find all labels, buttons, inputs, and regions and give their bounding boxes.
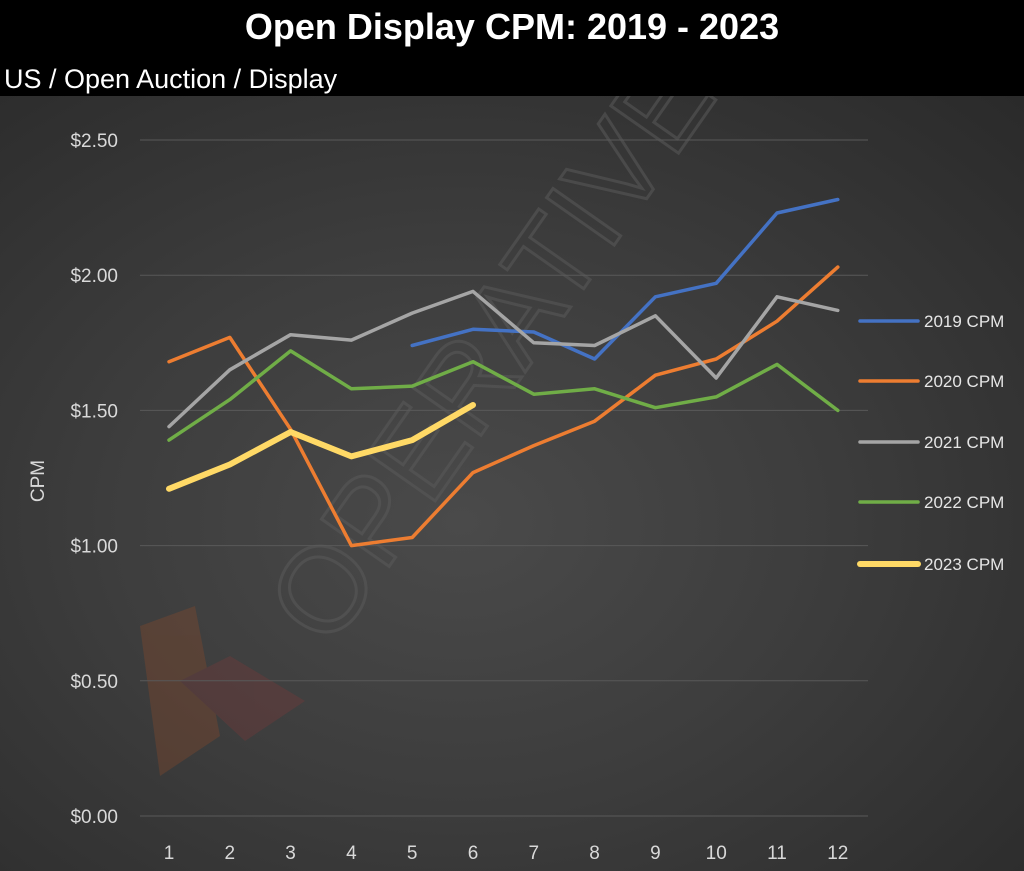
- chart-title: Open Display CPM: 2019 - 2023: [244, 6, 780, 47]
- x-tick-label: 7: [529, 843, 540, 864]
- logo-watermark-icon: [140, 606, 305, 776]
- legend-label: 2021 CPM: [924, 433, 1004, 452]
- legend-label: 2020 CPM: [924, 372, 1004, 391]
- series-line: [166, 402, 476, 492]
- x-tick-label: 9: [650, 843, 661, 864]
- gridlines: [140, 139, 868, 817]
- series-line: [167, 265, 840, 548]
- x-tick-label: 6: [468, 843, 479, 864]
- x-tick-label: 5: [407, 843, 418, 864]
- x-tick-label: 11: [767, 843, 787, 864]
- series-line: [167, 289, 840, 429]
- x-tick-label: 2: [225, 843, 236, 864]
- legend-label: 2019 CPM: [924, 312, 1004, 331]
- y-tick-label: $0.00: [70, 807, 118, 828]
- legend-label: 2023 CPM: [924, 555, 1004, 574]
- chart-subtitle: US / Open Auction / Display: [4, 64, 338, 94]
- y-axis: $0.00 $0.50 $1.00 $1.50 $2.00 $2.50: [70, 131, 118, 828]
- watermark-text: OPERATIVE: [242, 96, 741, 666]
- y-tick-label: $1.00: [70, 537, 118, 558]
- y-axis-title: CPM: [28, 460, 49, 502]
- series-line: [167, 349, 840, 442]
- y-tick-label: $1.50: [70, 401, 118, 422]
- y-tick-label: $2.50: [70, 131, 118, 152]
- x-tick-label: 4: [346, 843, 357, 864]
- x-tick-label: 1: [164, 843, 175, 864]
- x-axis: 1 2 3 4 5 6 7 8 9 10 11 12: [164, 843, 849, 864]
- x-tick-label: 12: [827, 843, 848, 864]
- series-line: [410, 197, 840, 361]
- x-tick-label: 10: [706, 843, 727, 864]
- x-tick-label: 8: [589, 843, 600, 864]
- y-tick-label: $0.50: [70, 672, 118, 693]
- x-tick-label: 3: [285, 843, 296, 864]
- plot-panel: OPERATIVE $0.00 $0.50 $1.00 $1.50 $2.00 $2.50…: [0, 96, 1024, 871]
- series-group: [166, 197, 840, 548]
- legend-label: 2022 CPM: [924, 493, 1004, 512]
- line-chart: OPERATIVE $0.00 $0.50 $1.00 $1.50 $2.00 $2.50…: [28, 96, 1004, 864]
- legend: 2019 CPM 2020 CPM 2021 CPM 2022 CPM 2023 CPM: [857, 312, 1004, 574]
- y-tick-label: $2.00: [70, 266, 118, 287]
